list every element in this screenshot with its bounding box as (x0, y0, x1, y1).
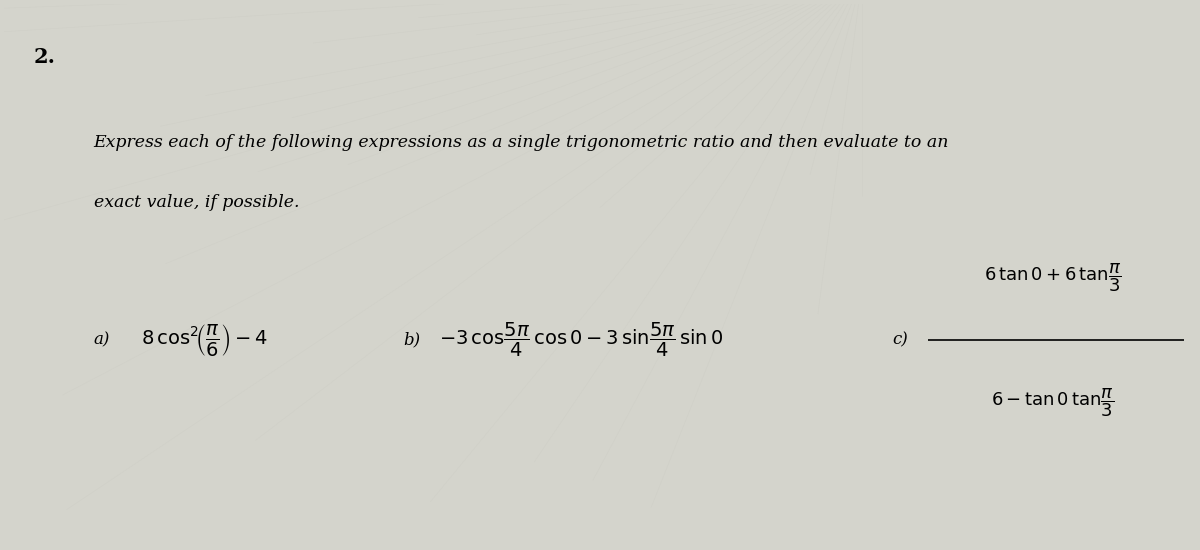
Text: 2.: 2. (34, 47, 56, 68)
Text: c): c) (892, 332, 907, 349)
Text: exact value, if possible.: exact value, if possible. (94, 194, 299, 211)
Text: b): b) (403, 332, 420, 349)
Text: Express each of the following expressions as a single trigonometric ratio and th: Express each of the following expression… (94, 134, 949, 151)
Text: $-3\,\mathrm{cos}\dfrac{5\pi}{4}\,\mathrm{cos}\,0-3\,\mathrm{sin}\dfrac{5\pi}{4}: $-3\,\mathrm{cos}\dfrac{5\pi}{4}\,\mathr… (439, 321, 724, 359)
Text: $6\,\mathrm{tan}\,0+6\,\mathrm{tan}\dfrac{\pi}{3}$: $6\,\mathrm{tan}\,0+6\,\mathrm{tan}\dfra… (984, 261, 1122, 294)
Text: $6-\mathrm{tan}\,0\,\mathrm{tan}\dfrac{\pi}{3}$: $6-\mathrm{tan}\,0\,\mathrm{tan}\dfrac{\… (991, 386, 1115, 419)
Text: $8\,\mathrm{cos}^2\!\left(\dfrac{\pi}{6}\right)-4$: $8\,\mathrm{cos}^2\!\left(\dfrac{\pi}{6}… (142, 322, 268, 358)
Text: a): a) (94, 332, 110, 349)
